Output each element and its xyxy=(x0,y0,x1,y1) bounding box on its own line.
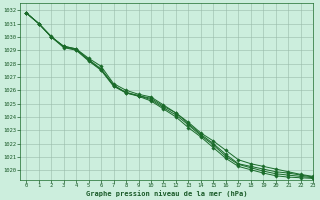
X-axis label: Graphe pression niveau de la mer (hPa): Graphe pression niveau de la mer (hPa) xyxy=(86,190,247,197)
